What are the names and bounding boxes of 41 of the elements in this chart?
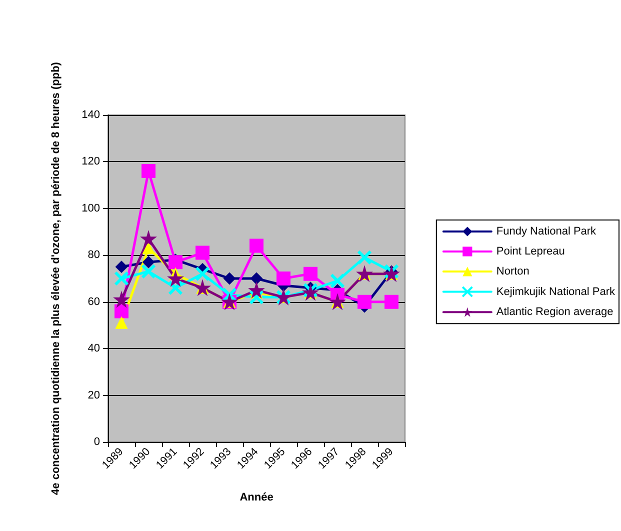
y-axis-title: 4e concentration quotidienne la plus élevée d'ozone, par période de 8 heures (ppb) [50, 62, 62, 495]
y-tick-label: 140 [82, 109, 100, 121]
point [250, 272, 262, 284]
point [168, 280, 183, 296]
point [142, 256, 154, 268]
legend-label: Norton [496, 266, 530, 278]
point [168, 271, 183, 286]
y-tick-label: 0 [94, 436, 100, 448]
point [114, 292, 129, 308]
legend-label: Point Lepreau [496, 246, 565, 258]
point [114, 304, 128, 318]
point [114, 271, 129, 286]
point [196, 246, 210, 260]
point [195, 266, 210, 282]
point [116, 260, 128, 273]
legend-label: Atlantic Region average [496, 306, 614, 318]
y-tick-label: 40 [88, 342, 100, 355]
y-tick-label: 60 [88, 296, 100, 308]
legend-label: Fundy National Park [496, 226, 597, 238]
point [224, 272, 236, 284]
point [168, 255, 182, 270]
point [142, 164, 156, 178]
y-tick-label: 20 [88, 389, 100, 402]
point [330, 273, 345, 288]
y-tick-label: 100 [82, 202, 100, 214]
point [250, 238, 264, 253]
point [357, 250, 372, 265]
point [141, 231, 156, 246]
legend-label: Kejimkujik National Park [496, 286, 616, 298]
y-tick-label: 80 [88, 249, 100, 262]
point [141, 264, 156, 279]
x-axis-title: Année [240, 492, 274, 504]
point [276, 272, 290, 286]
point [384, 294, 398, 309]
point [116, 316, 128, 329]
point [304, 266, 318, 281]
point [358, 294, 372, 309]
point [249, 282, 264, 298]
point [142, 242, 154, 254]
y-tick-label: 120 [82, 156, 100, 168]
point [249, 290, 264, 305]
